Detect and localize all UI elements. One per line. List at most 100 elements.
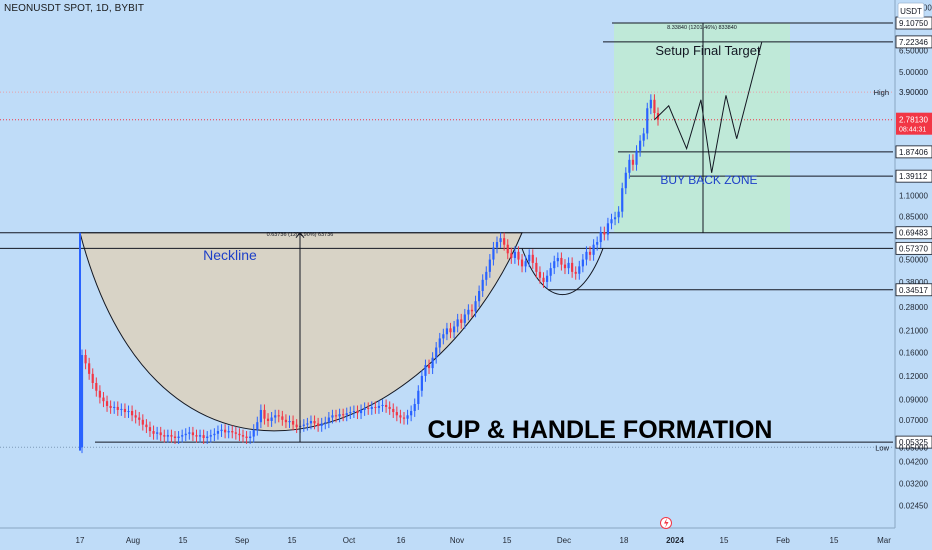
y-tick-label: 0.50000 [899, 256, 928, 265]
candle [159, 432, 162, 436]
y-tick-label: 5.00000 [899, 68, 928, 77]
candle [499, 238, 502, 243]
candle [342, 414, 345, 416]
candle [639, 140, 642, 151]
candle [535, 262, 538, 272]
candle [531, 254, 534, 263]
candle [563, 264, 567, 269]
neckline-label: Neckline [203, 247, 257, 263]
candle [184, 433, 187, 436]
candle [288, 420, 291, 423]
candle [388, 406, 391, 409]
candle [463, 314, 466, 323]
candle [302, 424, 305, 426]
candle [528, 254, 531, 262]
candle [359, 409, 363, 414]
candle [120, 408, 123, 410]
target-zone [614, 23, 790, 233]
candle [206, 436, 209, 439]
candle [592, 244, 595, 255]
candle [191, 432, 195, 436]
countdown-label: 08:44:31 [899, 127, 926, 134]
candle [574, 271, 577, 274]
candle [145, 424, 148, 428]
projection-path [654, 42, 763, 173]
candle [520, 259, 524, 267]
candle [216, 431, 220, 434]
x-tick-label: 18 [620, 536, 629, 545]
candle [252, 429, 255, 437]
candle [156, 432, 159, 434]
x-tick-label: 15 [720, 536, 729, 545]
candle [138, 417, 141, 420]
candle [334, 415, 338, 417]
candle [84, 355, 87, 364]
cup-area [79, 232, 523, 432]
candle [109, 405, 112, 408]
candle [105, 401, 109, 406]
candle [474, 301, 477, 312]
candle [331, 415, 334, 418]
candle [327, 417, 330, 423]
candle [642, 133, 645, 141]
candle [624, 172, 627, 189]
y-tick-label: 0.28000 [899, 303, 928, 312]
symbol-title: NEONUSDT SPOT, 1D, BYBIT [4, 3, 145, 14]
y-tick-label: 0.04200 [899, 457, 928, 466]
candle [488, 259, 491, 272]
candle [442, 334, 445, 339]
candle [356, 411, 359, 414]
candle [510, 253, 513, 258]
candle [152, 431, 155, 434]
candle [291, 420, 295, 425]
price-level-label: 1.39112 [899, 172, 928, 181]
candle [485, 271, 488, 280]
x-tick-label: 15 [179, 536, 188, 545]
candle [270, 417, 273, 421]
candle [166, 435, 169, 437]
currency-label: USDT [900, 7, 922, 16]
x-tick-label: Feb [776, 536, 790, 545]
candle [424, 365, 427, 376]
current-price-badge [896, 112, 932, 135]
candle [560, 257, 563, 265]
x-tick-label: Nov [450, 536, 464, 545]
lightning-icon [660, 517, 672, 529]
candle [195, 435, 198, 437]
candle [420, 375, 423, 391]
candle [431, 357, 434, 369]
candle [320, 423, 323, 426]
candle [224, 429, 227, 433]
y-tick-label: 0.12000 [899, 372, 928, 381]
candle [653, 99, 656, 113]
candle [399, 415, 402, 418]
candle [506, 244, 509, 254]
candle [581, 259, 584, 267]
candle [503, 238, 506, 245]
candle [384, 404, 388, 407]
price-level-label: 0.57370 [899, 244, 928, 253]
candle [631, 159, 635, 165]
x-tick-label: Aug [126, 536, 140, 545]
buy-back-label: BUY BACK ZONE [660, 173, 757, 187]
candle [91, 373, 94, 383]
x-tick-label: 16 [397, 536, 406, 545]
candle [367, 407, 370, 409]
y-tick-label: 0.21000 [899, 326, 928, 335]
candle [596, 242, 599, 245]
cup-depth-arrowhead [295, 231, 305, 239]
handle-curve [521, 248, 604, 295]
cup-measure-label: 0.63736 (1204.90%) 63736 [267, 232, 334, 238]
candle [646, 108, 649, 134]
candle [606, 223, 610, 235]
candle [209, 435, 212, 437]
candle [460, 319, 463, 323]
candle [370, 406, 373, 409]
candle [585, 251, 588, 260]
price-level-label: 7.22346 [899, 38, 928, 47]
candle [234, 432, 237, 434]
price-side-label: Low [875, 443, 889, 452]
candle [438, 338, 441, 348]
